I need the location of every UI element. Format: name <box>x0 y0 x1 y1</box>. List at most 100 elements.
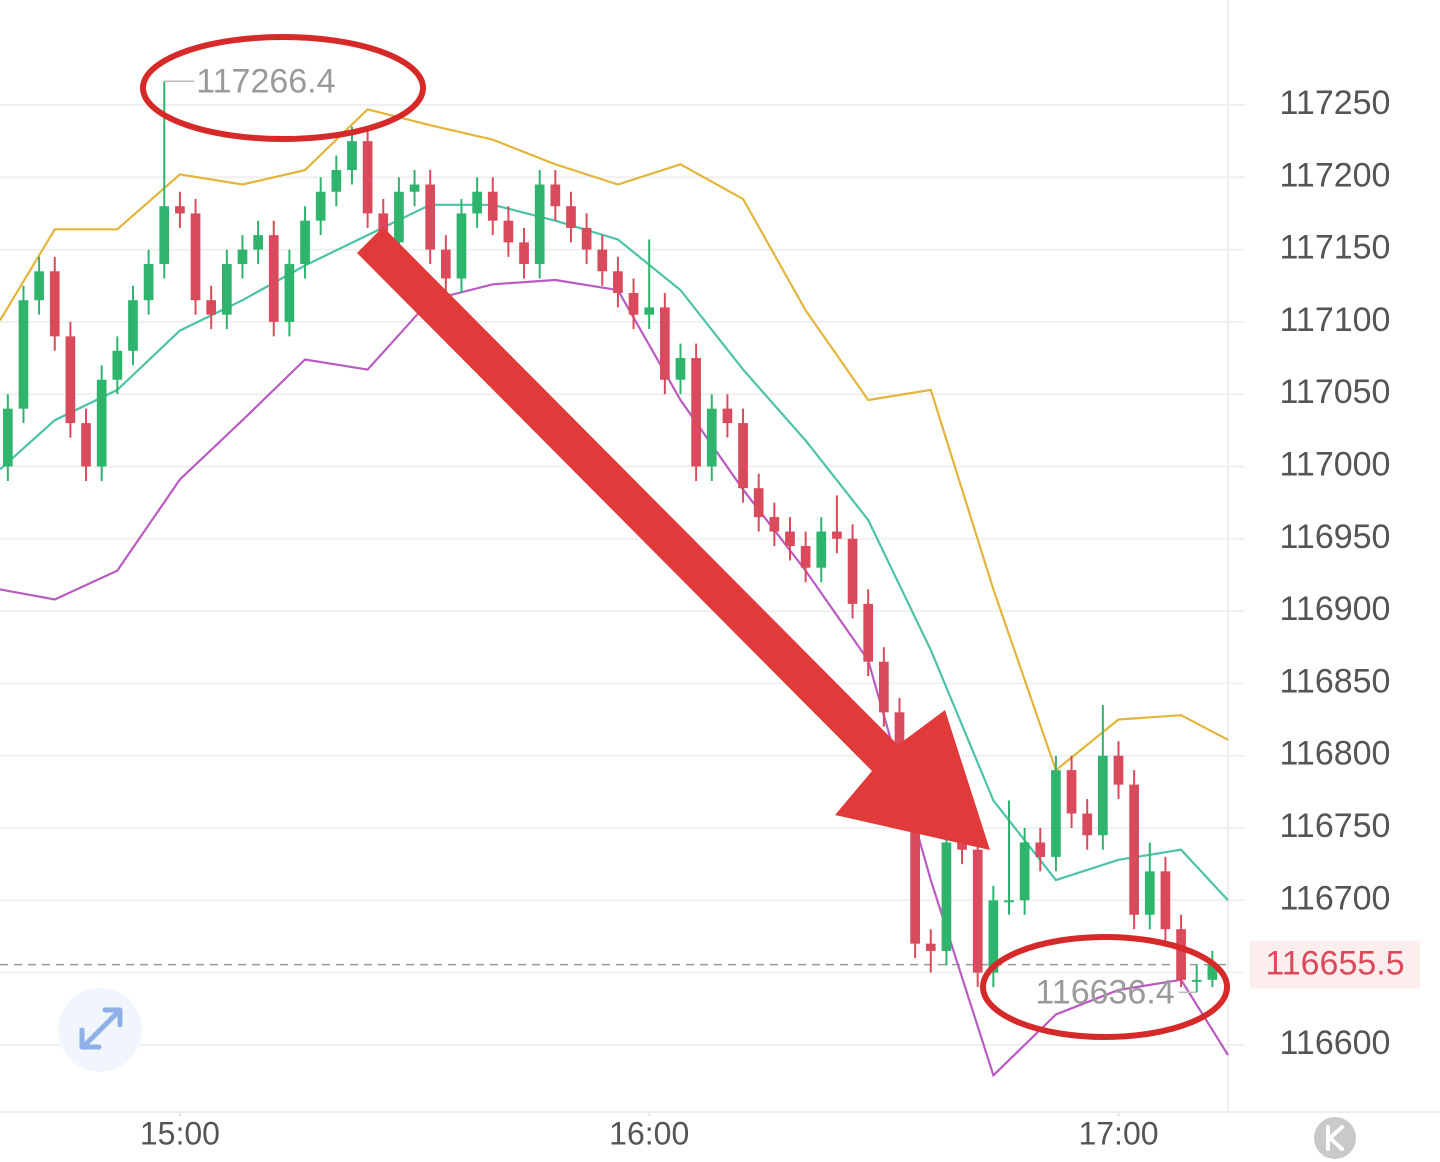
candle-body <box>49 271 60 337</box>
highlight-ellipse <box>980 934 1230 1040</box>
bands <box>0 108 1229 1078</box>
candle-body <box>18 300 29 409</box>
candle-body <box>1051 770 1061 857</box>
candle-body <box>159 206 170 265</box>
candle-body <box>190 213 201 301</box>
candle-body <box>2 408 13 467</box>
candle-body <box>143 264 154 301</box>
y-tick-label: 117150 <box>1280 229 1391 267</box>
candle-body <box>96 379 107 467</box>
candle-body <box>863 603 874 662</box>
candle-body <box>534 184 545 265</box>
candle-body <box>832 531 842 539</box>
candle-body <box>675 358 686 380</box>
x-tick-label: 17:00 <box>1078 1115 1158 1151</box>
candle-body <box>1191 979 1202 982</box>
y-tick-label: 117000 <box>1280 445 1391 483</box>
candles <box>2 81 1218 993</box>
labels: 1166001166501167001167501168001168501169… <box>140 62 1420 1151</box>
candle-body <box>644 307 655 315</box>
candle-body <box>440 249 451 279</box>
y-tick-label: 116950 <box>1280 518 1391 556</box>
y-tick-label: 117200 <box>1280 156 1391 194</box>
candle-body <box>972 849 983 973</box>
x-tick-label: 16:00 <box>609 1115 689 1151</box>
candle-body <box>847 538 858 604</box>
band-line <box>0 203 1229 902</box>
candle-body <box>284 264 295 322</box>
candle-body <box>753 488 764 518</box>
candle-body <box>785 531 795 547</box>
candle-body <box>566 206 576 228</box>
candle-body <box>253 235 263 250</box>
candle-body <box>237 249 248 265</box>
candle-body <box>503 220 514 243</box>
candle-body <box>800 546 811 568</box>
candle-body <box>613 271 623 293</box>
candle-body <box>128 300 138 351</box>
candle-body <box>1098 755 1108 836</box>
candle-body <box>487 191 498 221</box>
candle-body <box>81 423 91 467</box>
candle-body <box>957 842 967 850</box>
candle-body <box>1160 871 1171 930</box>
candle-body <box>1176 929 1186 980</box>
candle-body <box>472 191 482 214</box>
candle-body <box>34 271 44 301</box>
trend-arrow <box>357 227 990 850</box>
candle-body <box>268 235 279 322</box>
candle-body <box>738 423 748 489</box>
candle-body <box>1082 813 1093 836</box>
candle-body <box>221 264 232 315</box>
candle-body <box>722 408 733 424</box>
candle-body <box>112 350 123 380</box>
candle-body <box>65 336 76 424</box>
y-tick-label: 116700 <box>1280 879 1391 917</box>
band-line <box>0 108 1229 773</box>
candle-body <box>988 900 999 973</box>
candle-body <box>910 784 920 944</box>
x-tick-label: 15:00 <box>140 1115 220 1151</box>
candle-body <box>706 408 717 467</box>
candle-body <box>628 292 639 315</box>
k-button[interactable] <box>1314 1117 1356 1159</box>
candle-body <box>315 191 326 221</box>
y-tick-label: 116600 <box>1280 1024 1391 1062</box>
y-tick-label: 116850 <box>1280 662 1391 700</box>
candle-body <box>519 242 529 265</box>
high-label: 117266.4 <box>196 62 335 100</box>
low-label: 116636.4 <box>1035 973 1174 1011</box>
candle-body <box>425 184 436 250</box>
grid <box>0 103 1245 1116</box>
candle-body <box>878 661 889 713</box>
candle-body <box>691 358 701 467</box>
candle-body <box>347 141 357 171</box>
candle-body <box>362 141 373 214</box>
candle-body <box>816 531 827 568</box>
candle-body <box>175 206 185 214</box>
candle-body <box>659 307 670 380</box>
y-tick-label: 116900 <box>1280 590 1391 628</box>
candle-body <box>925 943 936 951</box>
candle-body <box>1144 871 1155 915</box>
candle-body <box>394 191 404 243</box>
expand-button[interactable] <box>58 988 142 1072</box>
candle-body <box>409 184 420 192</box>
candle-body <box>300 220 310 265</box>
candle-body <box>1004 900 1014 903</box>
candle-body <box>456 213 467 279</box>
candle-body <box>597 249 608 272</box>
y-tick-label: 117100 <box>1280 301 1391 339</box>
candle-body <box>1113 755 1124 785</box>
last-price-badge <box>1250 940 1420 989</box>
y-tick-label: 117050 <box>1280 373 1391 411</box>
candle-body <box>550 184 561 207</box>
y-tick-label: 116750 <box>1280 807 1391 845</box>
candle-body <box>769 517 780 532</box>
highlight-ellipse <box>140 34 426 142</box>
y-tick-label: 117250 <box>1280 84 1391 122</box>
candle-body <box>1035 842 1046 857</box>
candle-body <box>941 842 952 951</box>
candle-body <box>1019 842 1030 901</box>
